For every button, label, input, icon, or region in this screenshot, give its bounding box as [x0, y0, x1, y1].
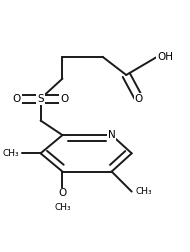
Text: S: S	[37, 94, 44, 104]
Text: O: O	[135, 94, 143, 104]
Text: O: O	[13, 94, 21, 104]
Text: CH₃: CH₃	[54, 203, 71, 212]
Text: OH: OH	[157, 52, 173, 62]
Text: CH₃: CH₃	[2, 149, 19, 158]
Text: O: O	[58, 188, 66, 198]
Text: CH₃: CH₃	[135, 187, 152, 196]
Text: O: O	[60, 94, 68, 104]
Text: N: N	[108, 130, 116, 140]
